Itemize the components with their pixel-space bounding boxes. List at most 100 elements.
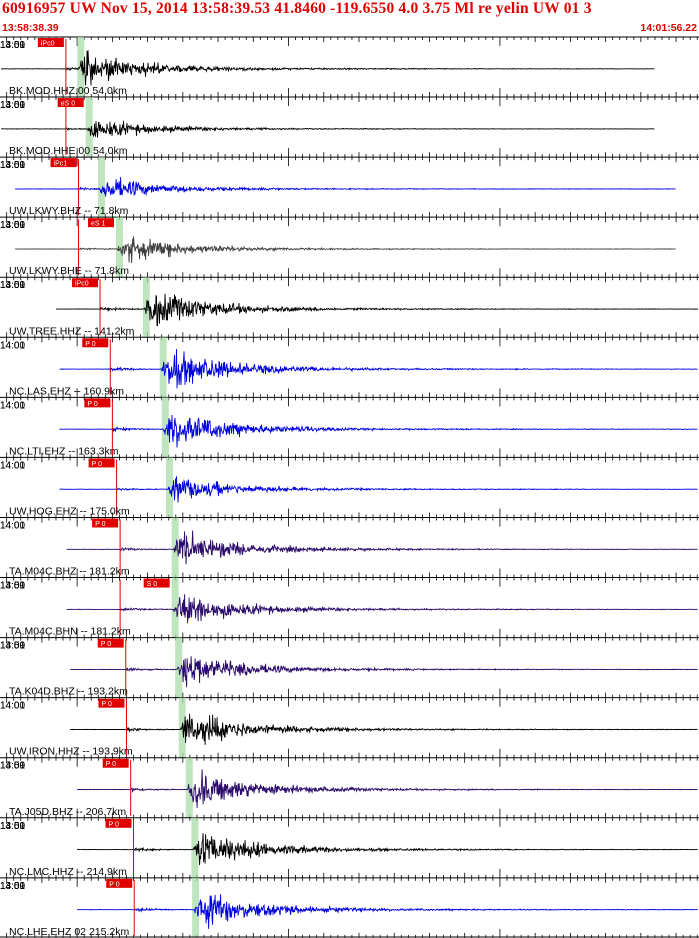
phase-pick-label: P 0 [92, 461, 102, 468]
station-label: TA.K04D.BHZ -- 193.2km [9, 686, 128, 698]
event-title: 60916957 UW Nov 15, 2014 13:58:39.53 41.… [2, 0, 592, 17]
minute-tick-label: 14:00 [0, 100, 25, 111]
station-label: NC.LMC.HHZ -- 214.9km [9, 866, 127, 878]
minute-tick-label: 14:00 [0, 340, 25, 351]
phase-pick-label: iPc1 [54, 161, 68, 168]
minute-tick-label: 14:00 [0, 641, 25, 652]
waveform-trace [70, 713, 698, 745]
phase-pick-box [50, 158, 77, 168]
minute-tick-label: 14:01 [0, 280, 25, 291]
minute-tick-label: 14:00 [0, 821, 25, 832]
station-label: TA.M04C.BHZ -- 181.2km [9, 566, 130, 578]
minute-tick-label: 14:00 [0, 40, 25, 51]
waveform-trace [66, 530, 698, 565]
phase-pick-box [143, 578, 170, 588]
phase-pick-label: eS 0 [61, 101, 76, 108]
minute-tick-label: 14:00 [0, 881, 25, 892]
minute-tick-label: 13:59 [0, 160, 25, 171]
station-label: UW.LKWY.BHZ -- 71.8km [9, 205, 129, 217]
phase-pick-box [84, 398, 111, 408]
phase-pick-box [106, 878, 133, 888]
phase-pick-label: iPc0 [75, 281, 89, 288]
minute-tick-label: 13:59 [0, 40, 25, 51]
phase-pick-label: P 0 [87, 401, 97, 408]
phase-pick-label: P 0 [106, 761, 116, 768]
station-label: UW.IRON.HHZ -- 193.9km [9, 746, 133, 758]
phase-pick-box [82, 338, 109, 348]
minute-tick-label: 14:01 [0, 761, 25, 772]
minute-tick-label: 13:59 [0, 220, 25, 231]
minute-tick-label: 13:59 [0, 881, 25, 892]
phase-pick-label: P 0 [95, 521, 105, 528]
station-label: BK.MOD.HHZ.00 54.0km [9, 85, 127, 97]
minute-tick-label: 14:00 [0, 220, 25, 231]
minute-tick-label: 14:01 [0, 100, 25, 111]
minute-tick-label: 13:59 [0, 821, 25, 832]
phase-pick-box [92, 518, 119, 528]
station-label: UW.HOG.EHZ -- 175.0km [9, 505, 130, 517]
minute-tick-label: 14:01 [0, 641, 25, 652]
minute-tick-label: 14:01 [0, 701, 25, 712]
phase-pick-label: P 0 [109, 821, 119, 828]
minute-tick-label: 14:00 [0, 701, 25, 712]
phase-pick-box [97, 638, 124, 648]
waveform-trace [76, 833, 698, 866]
phase-pick-label: S 0 [147, 581, 158, 588]
minute-tick-label: 14:00 [0, 460, 25, 471]
station-label: TA.M04C.BHN -- 181.2km [9, 626, 131, 638]
minute-tick-label: 14:01 [0, 160, 25, 171]
phase-pick-label: P 0 [85, 341, 95, 348]
phase-pick-label: P 0 [109, 881, 119, 888]
phase-pick-label: P 0 [101, 701, 111, 708]
minute-tick-label: 14:01 [0, 220, 25, 231]
phase-pick-box [102, 758, 129, 768]
phase-pick-label: P 0 [101, 641, 111, 648]
s-phase-window [77, 37, 85, 98]
waveform-trace [59, 476, 698, 503]
window-start-time: 13:58:38.39 [2, 22, 59, 34]
phase-pick-label: iPc0 [41, 41, 55, 48]
waveform-trace [55, 293, 699, 327]
waveform-trace [15, 177, 676, 197]
phase-pick-label: eS 1 [91, 221, 106, 228]
minute-tick-label: 14:01 [0, 40, 25, 51]
s-phase-window [85, 97, 93, 158]
minute-tick-label: 13:59 [0, 280, 25, 291]
minute-tick-label: 13:59 [0, 581, 25, 592]
phase-pick-box [88, 218, 115, 228]
minute-tick-label: 14:01 [0, 460, 25, 471]
s-phase-window [98, 157, 106, 218]
minute-tick-label: 14:01 [0, 821, 25, 832]
station-label: UW.LKWY.BHE -- 71.8km [9, 265, 129, 277]
waveform-trace [15, 236, 676, 264]
s-phase-window [161, 397, 169, 458]
phase-pick-box [98, 698, 125, 708]
window-end-time: 14:01:56.22 [640, 22, 697, 34]
minute-tick-label: 14:01 [0, 400, 25, 411]
minute-tick-label: 14:01 [0, 340, 25, 351]
waveform-trace [59, 348, 698, 389]
minute-tick-label: 13:59 [0, 100, 25, 111]
minute-tick-label: 13:59 [0, 641, 25, 652]
waveform-trace [1, 120, 655, 138]
station-label: BK.MOD.HHE.00 54.0km [9, 145, 128, 157]
station-label: NC.LHE.EHZ 02 215.2km [9, 926, 129, 938]
waveform-trace [1, 50, 655, 86]
phase-pick-box [105, 818, 132, 828]
station-label: NC.LAS.EHZ -- 160.9km [9, 385, 124, 397]
waveform-trace [66, 594, 698, 624]
minute-tick-label: 14:00 [0, 761, 25, 772]
waveform-trace [77, 769, 698, 809]
phase-pick-box [88, 458, 115, 468]
minute-tick-label: 14:00 [0, 520, 25, 531]
minute-tick-label: 13:59 [0, 761, 25, 772]
minute-tick-label: 14:01 [0, 581, 25, 592]
minute-tick-label: 14:00 [0, 400, 25, 411]
phase-pick-box [72, 278, 99, 288]
station-label: UW.TREE.HHZ -- 141.2km [9, 325, 135, 337]
minute-tick-label: 14:00 [0, 160, 25, 171]
station-label: NC.LTI.EHZ -- 163.3km [9, 445, 119, 457]
s-phase-window [116, 217, 124, 278]
minute-tick-label: 14:00 [0, 581, 25, 592]
